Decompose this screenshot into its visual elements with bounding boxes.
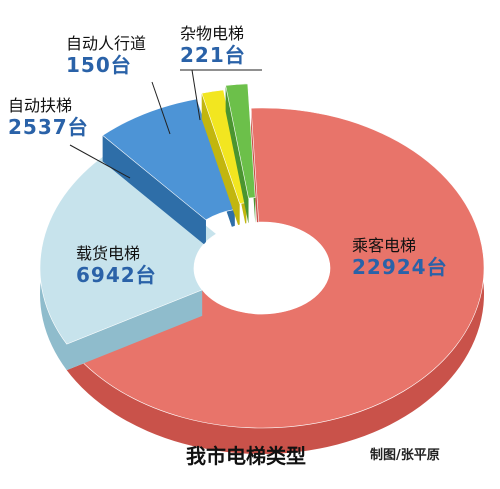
label-dumbwaiter: 杂物电梯 221台	[180, 24, 246, 67]
chart-credit: 制图/张平原	[370, 448, 440, 463]
label-passenger-elevator: 乘客电梯 22924台	[352, 236, 448, 279]
chart-title: 我市电梯类型	[186, 444, 306, 468]
label-passenger-elevator-value: 22924台	[352, 255, 448, 280]
slice-moving-walkway-side	[201, 90, 247, 230]
label-freight-elevator-name: 载货电梯	[76, 244, 141, 263]
slice-dumbwaiter-top	[225, 83, 256, 199]
label-escalator-name: 自动扶梯	[8, 96, 73, 115]
label-moving-walkway-name: 自动人行道	[66, 34, 147, 53]
slice-passenger-elevator-top	[66, 107, 485, 429]
label-moving-walkway-value: 150台	[66, 53, 132, 78]
leader-line-walkway	[151, 81, 171, 135]
label-dumbwaiter-value: 221台	[180, 43, 246, 68]
label-escalator-value: 2537台	[8, 115, 89, 140]
label-freight-elevator-value: 6942台	[76, 263, 157, 288]
label-passenger-elevator-name: 乘客电梯	[352, 236, 417, 255]
slice-passenger-elevator	[66, 107, 485, 454]
label-freight-elevator: 载货电梯 6942台	[76, 244, 157, 287]
leader-line-misc	[191, 69, 201, 121]
label-dumbwaiter-name: 杂物电梯	[180, 24, 245, 43]
slice-dumbwaiter	[225, 83, 256, 225]
label-escalator: 自动扶梯 2537台	[8, 96, 89, 139]
leader-line-escalator	[69, 144, 131, 179]
donut-hole	[194, 222, 330, 314]
label-moving-walkway: 自动人行道 150台	[66, 34, 146, 77]
